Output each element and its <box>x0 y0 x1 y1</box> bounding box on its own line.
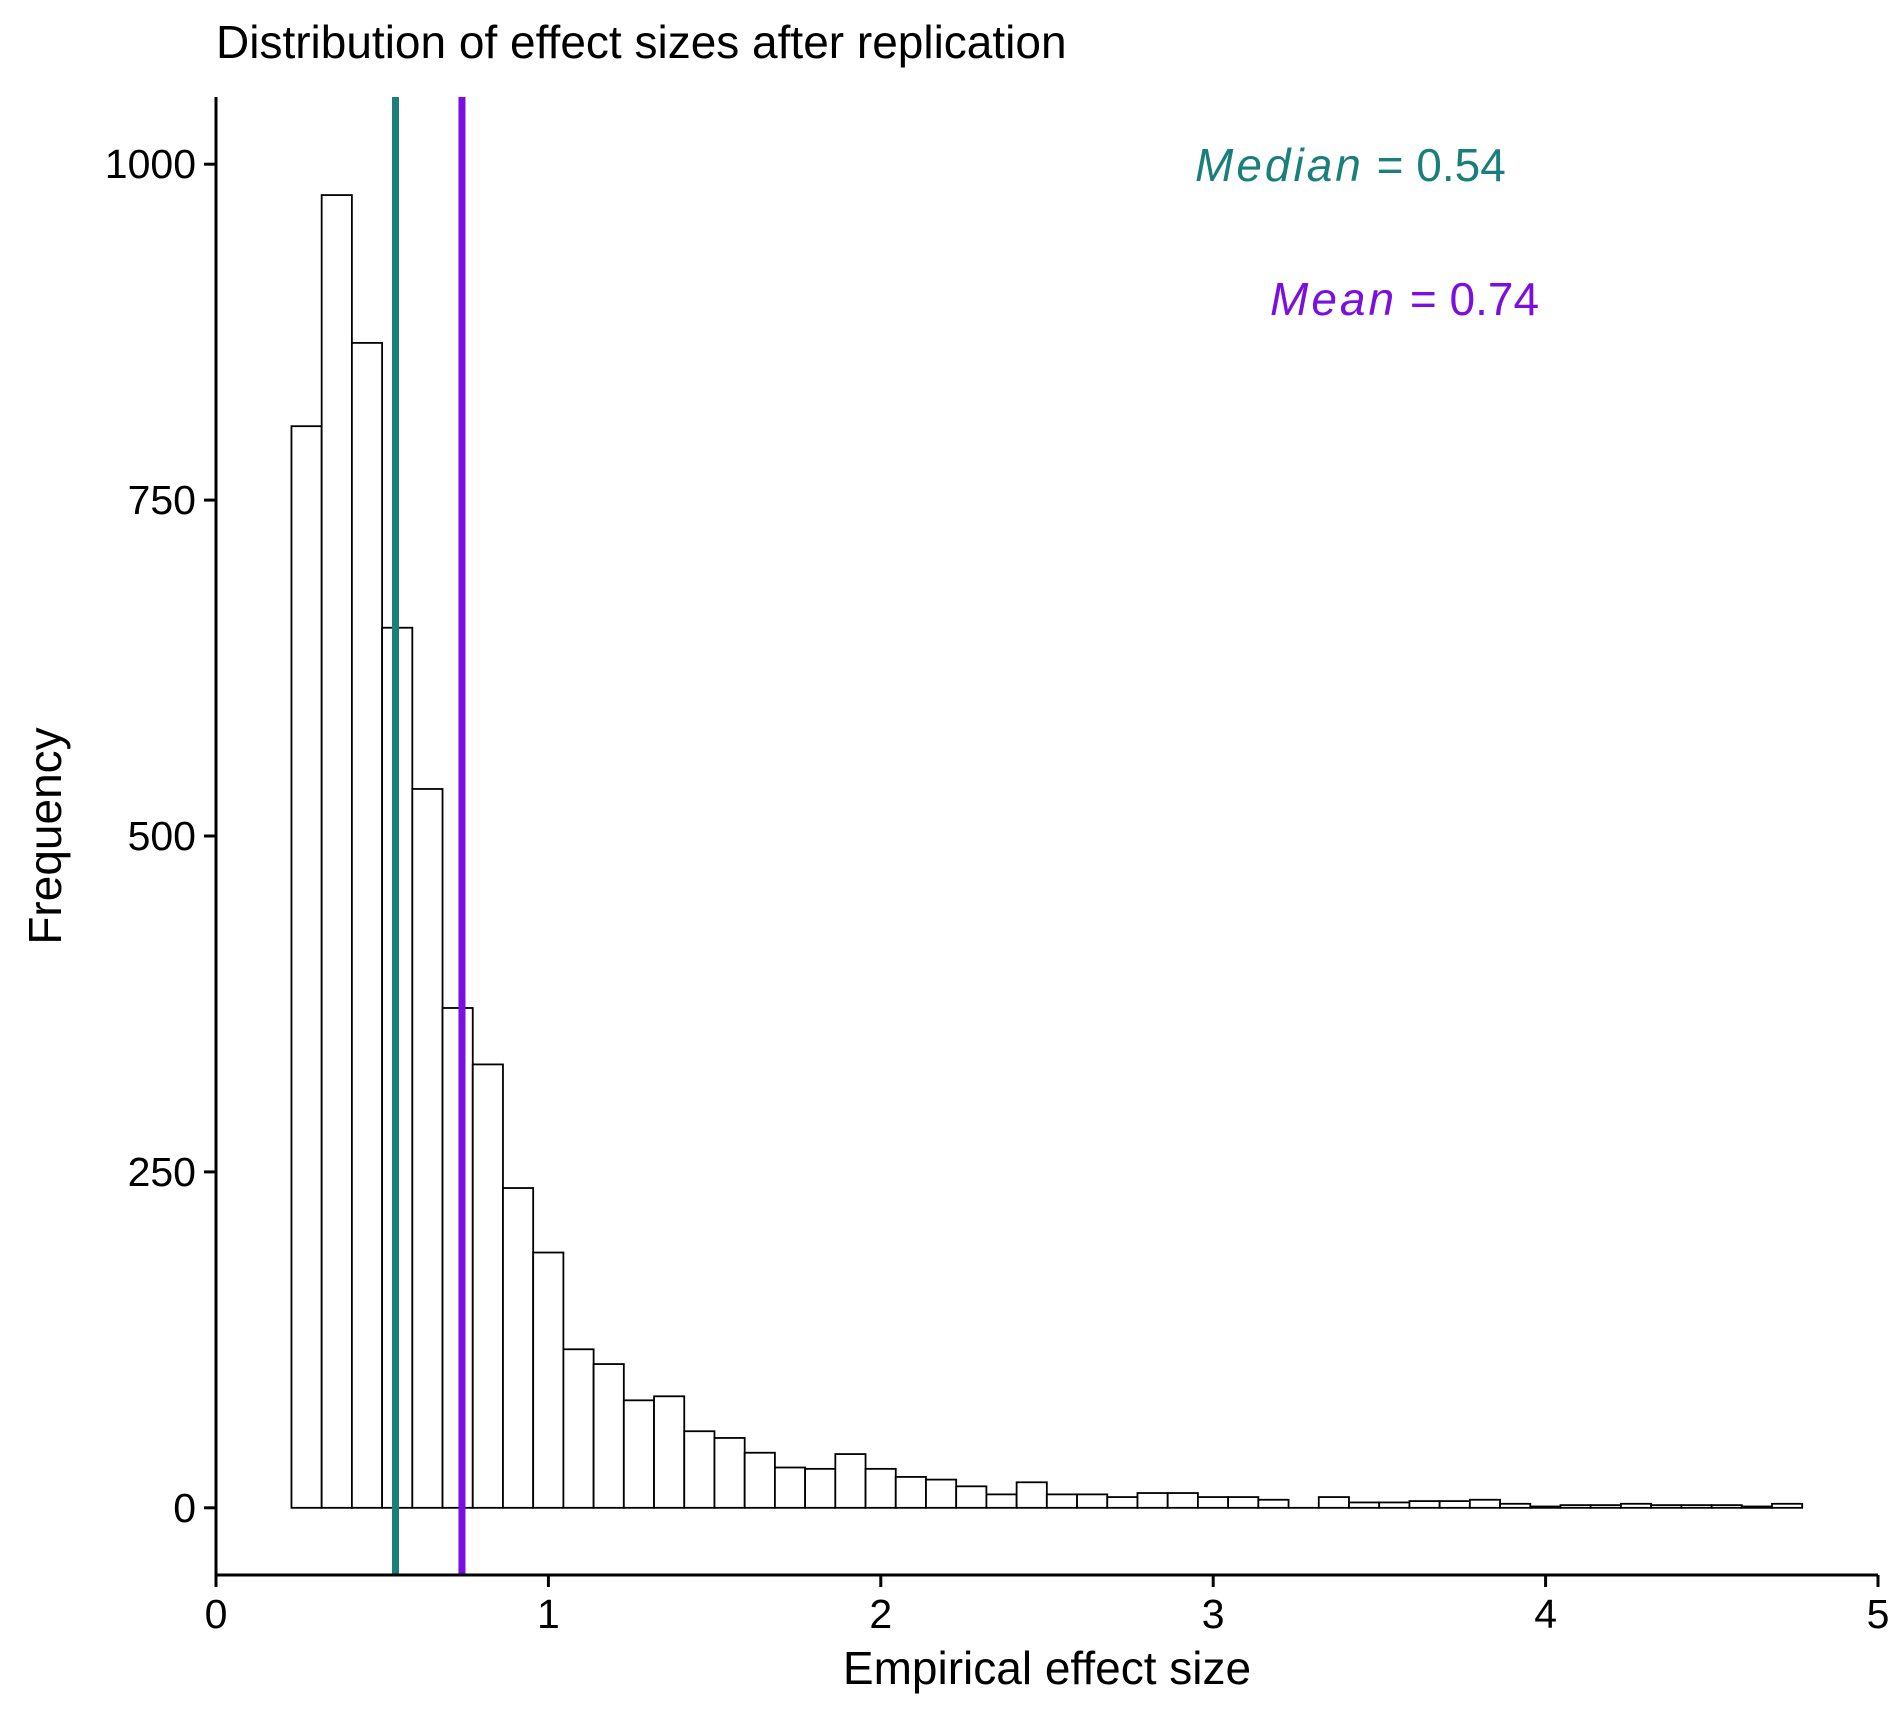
histogram-bar <box>1529 1505 1562 1509</box>
y-axis-label: Frequency <box>19 727 71 944</box>
histogram-bar <box>592 1363 625 1509</box>
histogram-bar <box>1076 1493 1109 1509</box>
histogram-bar <box>290 425 323 1509</box>
histogram-bar <box>894 1476 927 1509</box>
histogram-bar <box>1680 1504 1713 1509</box>
x-tick-label: 2 <box>869 1591 892 1637</box>
histogram-bar <box>743 1451 776 1509</box>
median-annotation-value: = 0.54 <box>1364 139 1506 191</box>
histogram-bar <box>1166 1492 1199 1509</box>
histogram-bar <box>1468 1498 1501 1509</box>
histogram-bar <box>532 1251 565 1509</box>
x-tick-label: 1 <box>537 1591 560 1637</box>
reference-lines <box>391 97 466 1575</box>
histogram-bar <box>320 194 353 1509</box>
histogram-bar <box>1317 1496 1350 1509</box>
histogram-bar <box>502 1187 535 1509</box>
histogram-bar <box>1348 1501 1381 1509</box>
histogram-bar <box>1045 1493 1078 1509</box>
histogram-bar <box>1559 1504 1592 1509</box>
histogram-bar <box>864 1467 897 1509</box>
chart-title: Distribution of effect sizes after repli… <box>216 16 1067 68</box>
histogram-bar <box>955 1485 988 1509</box>
histogram-bar <box>441 1007 474 1509</box>
x-axis-ticks: 0 1 2 3 4 5 <box>205 1575 1890 1637</box>
histogram-bar <box>350 341 384 1509</box>
median-annotation-name: Median <box>1195 139 1364 191</box>
x-tick-label: 5 <box>1867 1591 1890 1637</box>
histogram-bar <box>562 1348 595 1509</box>
histogram-bar <box>683 1430 716 1509</box>
histogram-bar <box>985 1493 1018 1509</box>
histogram-bar <box>653 1395 686 1509</box>
histogram-bar <box>1106 1496 1139 1509</box>
histogram-bar <box>773 1466 807 1509</box>
x-tick-label: 0 <box>205 1591 228 1637</box>
median-annotation: Median = 0.54 <box>1195 139 1506 191</box>
histogram-bar <box>411 788 444 1509</box>
histogram-bar <box>713 1437 746 1509</box>
histogram-bar <box>1227 1496 1260 1509</box>
histogram-bar <box>834 1453 867 1509</box>
y-tick-label: 750 <box>128 477 196 523</box>
histogram-bar <box>1710 1504 1743 1509</box>
histogram-bar <box>471 1063 504 1509</box>
histogram-bar <box>622 1399 655 1509</box>
y-tick-label: 1000 <box>105 141 196 187</box>
y-tick-label: 250 <box>128 1149 196 1195</box>
histogram-bar <box>1015 1481 1048 1509</box>
y-tick-label: 500 <box>128 813 196 859</box>
histogram-bar <box>1620 1502 1653 1509</box>
histogram-bar <box>1740 1505 1773 1509</box>
histogram-bar <box>1650 1504 1683 1509</box>
x-tick-label: 3 <box>1202 1591 1225 1637</box>
histogram-bars <box>290 194 1804 1509</box>
x-tick-label: 4 <box>1534 1591 1557 1637</box>
histogram-bar <box>1378 1501 1411 1509</box>
histogram-bar <box>1197 1496 1230 1509</box>
y-axis-ticks: 0 250 500 750 1000 <box>105 141 216 1531</box>
x-axis-label: Empirical effect size <box>843 1642 1251 1694</box>
histogram-bar <box>1408 1500 1441 1509</box>
histogram-bar <box>1499 1502 1532 1509</box>
mean-annotation: Mean = 0.74 <box>1270 273 1539 325</box>
histogram-bar <box>804 1467 837 1509</box>
histogram-bar <box>1438 1500 1471 1509</box>
histogram-bar <box>1589 1504 1622 1509</box>
histogram-bar <box>1257 1498 1290 1509</box>
y-tick-label: 0 <box>173 1485 196 1531</box>
mean-annotation-value: = 0.74 <box>1397 273 1539 325</box>
histogram-bar <box>1136 1492 1169 1509</box>
histogram-bar <box>1771 1502 1804 1509</box>
mean-annotation-name: Mean <box>1270 273 1397 325</box>
histogram-bar <box>925 1478 958 1509</box>
